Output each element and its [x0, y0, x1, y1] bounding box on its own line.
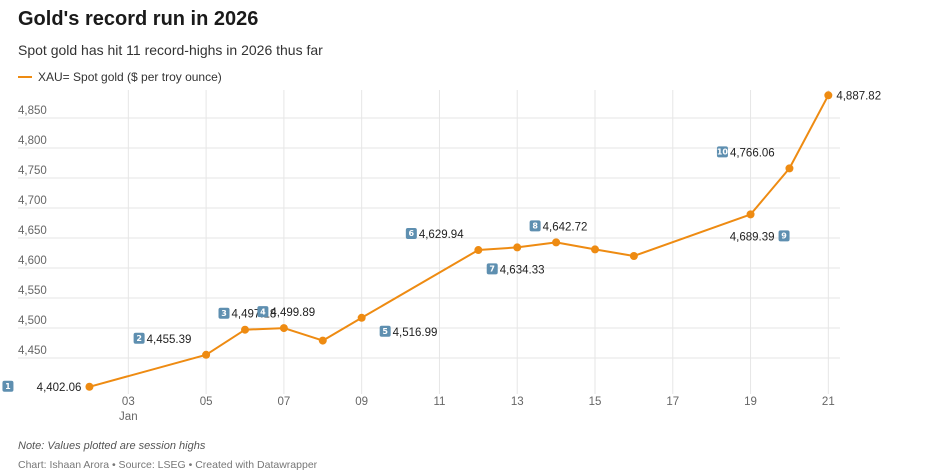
- data-point: [629, 252, 638, 260]
- rank-badge-number: 1: [5, 382, 11, 391]
- axis-layer: 4,450 4,500 4,550 4,600 4,650 4,700 4,750 4,800…: [18, 105, 835, 423]
- data-point: [279, 324, 288, 333]
- grid-layer: [18, 90, 840, 394]
- x-tick-label: 07: [277, 396, 290, 408]
- rank-badge: [486, 263, 498, 275]
- x-tick-label: 15: [589, 396, 602, 408]
- data-point: [785, 164, 794, 173]
- chart-title: Gold's record run in 2026: [18, 8, 259, 30]
- rank-badge: [257, 306, 269, 318]
- point-layer: [85, 91, 833, 391]
- value-label: 4,887.82: [836, 90, 881, 102]
- chart-credit: Chart: Ishaan Arora • Source: LSEG • Cre…: [18, 459, 318, 471]
- data-point: [357, 313, 366, 322]
- x-tick-label: 11: [433, 396, 445, 408]
- legend-label: XAU= Spot gold ($ per troy ounce): [38, 70, 222, 84]
- value-label: 4,766.06: [730, 147, 775, 159]
- y-tick-label: 4,500: [18, 315, 47, 327]
- legend: XAU= Spot gold ($ per troy ounce): [18, 70, 222, 84]
- label-layer: 1 4,402.062 4,455.393 4,497.184 4,499.895 4,5…: [2, 90, 881, 394]
- chart-note: Note: Values plotted are session highs: [18, 440, 206, 452]
- rank-badge-number: 9: [781, 232, 787, 241]
- rank-badge-number: 2: [136, 334, 142, 343]
- data-point: [241, 325, 249, 334]
- rank-badge: [716, 146, 728, 158]
- rank-badge-number: 4: [260, 307, 266, 316]
- data-point: [318, 336, 327, 345]
- rank-badge: [218, 307, 230, 319]
- value-label: 4,629.94: [419, 229, 464, 241]
- chart-subtitle: Spot gold has hit 11 record-highs in 202…: [18, 42, 323, 58]
- rank-badge-number: 10: [717, 148, 729, 157]
- x-tick-label: 03: [122, 396, 135, 408]
- data-point: [824, 91, 833, 100]
- series-line: [89, 94, 830, 388]
- data-point: [591, 245, 599, 254]
- x-tick-label: 21: [822, 396, 835, 408]
- x-tick-label: 05: [200, 396, 213, 408]
- line-layer: [89, 94, 830, 388]
- value-label: 4,642.72: [543, 221, 588, 233]
- y-tick-label: 4,850: [18, 105, 47, 117]
- rank-badge: [379, 325, 391, 337]
- rank-badge: [529, 220, 541, 232]
- value-label: 4,455.39: [147, 334, 192, 346]
- rank-badge: [778, 230, 790, 242]
- x-tick-label: 19: [744, 396, 757, 408]
- y-tick-label: 4,650: [18, 225, 47, 237]
- y-tick-label: 4,700: [18, 195, 47, 207]
- y-tick-label: 4,450: [18, 345, 47, 357]
- data-point: [552, 238, 561, 247]
- x-tick-sublabel: Jan: [119, 411, 138, 423]
- rank-badge-number: 3: [221, 309, 227, 318]
- x-tick-label: 17: [666, 396, 679, 408]
- data-point: [202, 350, 211, 359]
- value-label: 4,516.99: [393, 327, 438, 339]
- rank-badge: [405, 228, 417, 240]
- y-tick-label: 4,550: [18, 285, 47, 297]
- rank-badge-number: 5: [382, 327, 388, 336]
- rank-badge-number: 8: [532, 222, 538, 231]
- x-tick-label: 09: [355, 396, 368, 408]
- data-point: [746, 210, 755, 219]
- rank-badge: [133, 332, 145, 344]
- rank-badge-number: 7: [489, 265, 495, 274]
- value-label: 4,499.89: [270, 307, 315, 319]
- data-point: [85, 382, 94, 391]
- legend-swatch: [18, 76, 32, 78]
- data-point: [513, 243, 522, 252]
- value-label: 4,689.39: [730, 231, 775, 243]
- data-point: [474, 246, 483, 255]
- y-tick-label: 4,800: [18, 135, 47, 147]
- rank-badge-number: 6: [409, 229, 415, 238]
- x-tick-label: 13: [511, 396, 524, 408]
- rank-badge: [2, 380, 14, 392]
- value-label: 4,402.06: [37, 382, 82, 394]
- y-tick-label: 4,600: [18, 255, 47, 267]
- y-tick-label: 4,750: [18, 165, 47, 177]
- value-label: 4,634.33: [500, 264, 545, 276]
